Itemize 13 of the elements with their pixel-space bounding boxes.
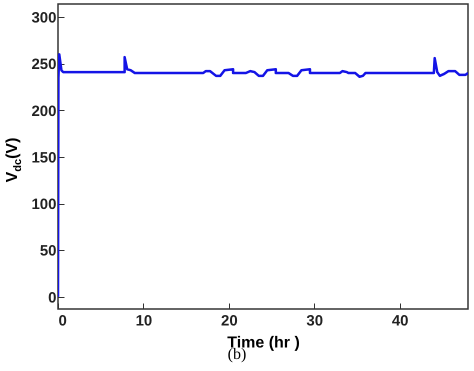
y-tick-label: 0 bbox=[48, 289, 56, 306]
y-tick-label: 50 bbox=[40, 242, 56, 260]
x-tick-label: 30 bbox=[306, 312, 324, 330]
x-tick-label: 40 bbox=[392, 312, 409, 330]
x-tick-label: 10 bbox=[136, 312, 152, 330]
y-tick-label: 200 bbox=[31, 102, 56, 120]
line-series bbox=[58, 53, 468, 298]
y-tick-label: 300 bbox=[31, 10, 56, 27]
y-tick-label: 150 bbox=[31, 149, 56, 166]
x-tick-label: 0 bbox=[58, 312, 67, 330]
y-tick-label: 100 bbox=[31, 196, 56, 214]
x-tick-label: 20 bbox=[220, 312, 238, 330]
y-tick-label: 250 bbox=[31, 56, 56, 74]
